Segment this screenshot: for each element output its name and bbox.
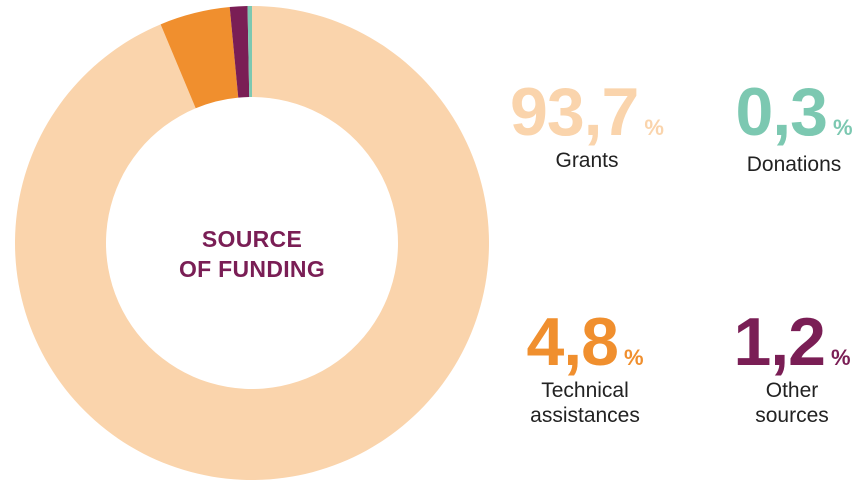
- stat-technical-figure: 4,8%: [500, 308, 670, 376]
- stat-grants-label: Grants: [555, 149, 619, 172]
- stat-grants-percent: %: [644, 115, 664, 140]
- donut-slice-technical-assistances: [160, 7, 239, 109]
- center-title-line-1: SOURCE: [201, 226, 303, 252]
- center-title-line-2: OF FUNDING: [178, 256, 326, 282]
- stat-other-sources: 1,2% Other sources: [722, 308, 860, 428]
- stat-grants-figure: 93,7%: [502, 78, 672, 146]
- stat-technical-label-line-2: assistances: [530, 404, 640, 427]
- stat-donations-percent: %: [832, 115, 853, 140]
- donut-slice-other-sources: [229, 6, 250, 98]
- stat-donations-value: 0,3: [735, 74, 828, 150]
- stat-technical-value: 4,8: [526, 304, 619, 380]
- stat-grants-value: 93,7: [510, 74, 639, 150]
- stat-other-label-line-2: sources: [755, 404, 829, 427]
- stat-other-value: 1,2: [733, 304, 826, 380]
- stat-technical-label-line-1: Technical: [541, 379, 629, 402]
- stat-donations-figure: 0,3%: [724, 78, 860, 146]
- stat-other-percent: %: [830, 345, 851, 370]
- donut-slice-grants: [15, 6, 490, 480]
- stat-technical-label: Technical assistances: [500, 378, 670, 428]
- funding-donut-chart: [15, 6, 490, 480]
- stat-other-label: Other sources: [722, 378, 860, 428]
- stat-other-label-line-1: Other: [765, 379, 819, 402]
- stat-donations-label: Donations: [746, 153, 842, 176]
- stat-technical-percent: %: [623, 345, 644, 370]
- stat-donations: 0,3% Donations: [724, 78, 860, 177]
- stat-technical-assistances: 4,8% Technical assistances: [500, 308, 670, 428]
- donut-slice-donations: [247, 6, 252, 98]
- chart-center-title: SOURCE OF FUNDING: [152, 224, 352, 284]
- stat-grants: 93,7% Grants: [502, 78, 672, 173]
- stat-other-figure: 1,2%: [722, 308, 860, 376]
